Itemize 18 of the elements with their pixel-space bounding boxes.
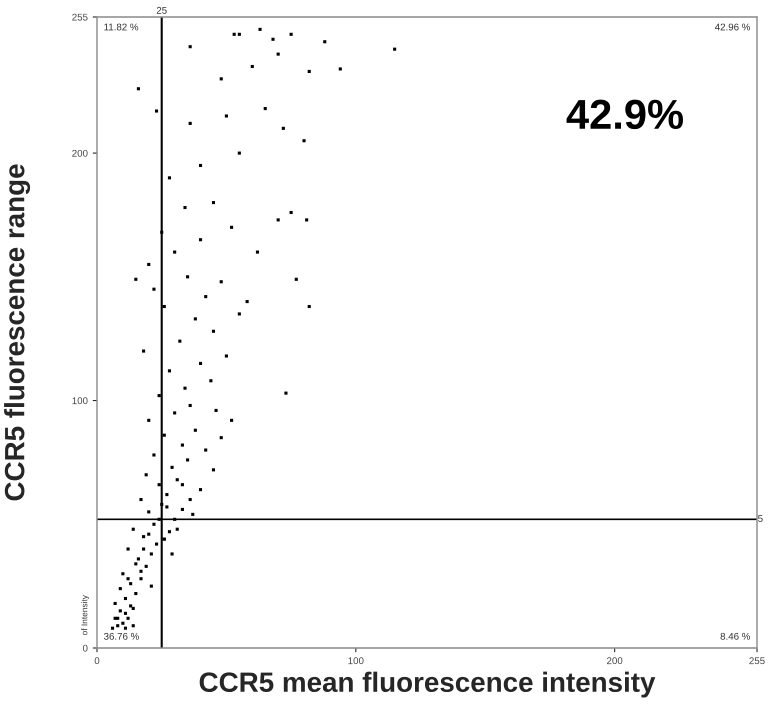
x-axis-title: CCR5 mean fluorescence intensity — [200, 672, 656, 698]
x-tick-label: 0 — [94, 657, 100, 664]
annotation: 36.76 % — [104, 632, 139, 640]
y-tick-label: 255 — [72, 14, 88, 21]
y-tick-label: 0 — [82, 644, 88, 652]
y-tick-label: 100 — [72, 397, 88, 404]
y-tick-label: 200 — [72, 150, 88, 157]
x-tick-label: 200 — [607, 657, 622, 664]
annotation: 42.9% — [566, 100, 683, 130]
annotation: 8.46 % — [720, 632, 750, 640]
y-axis-title: CCR5 fluorescence range — [4, 164, 30, 500]
text: of Intensity — [81, 595, 90, 636]
ref-line-label: 25 — [156, 6, 167, 14]
text: 5 — [758, 515, 763, 522]
x-tick-label: 100 — [348, 657, 364, 664]
annotation: 42.96 % — [714, 24, 750, 30]
x-tick-label: 255 — [749, 657, 765, 664]
annotation: 11.82 % — [104, 24, 138, 30]
